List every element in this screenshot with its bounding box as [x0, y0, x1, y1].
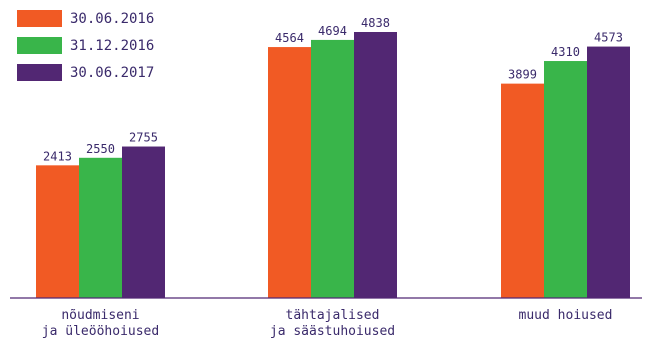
bar-value-label: 4310 — [551, 45, 580, 59]
category-label: muud hoiused — [519, 308, 613, 323]
legend-label: 30.06.2016 — [70, 11, 154, 27]
category-label: ja üleööhoiused — [42, 324, 159, 339]
category-label: ja säästuhoiused — [270, 324, 395, 339]
category-label: tähtajalised — [286, 308, 380, 323]
bar — [36, 165, 79, 298]
bar — [122, 146, 165, 298]
bar-value-label: 4573 — [594, 31, 623, 45]
bar — [587, 46, 630, 298]
legend-swatch — [17, 64, 62, 81]
legend-swatch — [17, 10, 62, 27]
bar — [311, 39, 354, 298]
bar-value-label: 4838 — [361, 16, 390, 30]
legend: 30.06.2016 31.12.2016 30.06.2017 — [17, 10, 154, 81]
category-label: nõudmiseni — [61, 308, 139, 323]
bar-value-label: 4694 — [318, 24, 347, 38]
bar-value-label: 2413 — [43, 149, 72, 163]
legend-label: 30.06.2017 — [70, 65, 154, 81]
bar — [501, 83, 544, 298]
bars — [36, 32, 630, 298]
bar-value-label: 2550 — [86, 142, 115, 156]
bar-value-label: 2755 — [129, 131, 158, 145]
legend-swatch — [17, 37, 62, 54]
bar — [354, 32, 397, 298]
bar-value-label: 3899 — [508, 68, 537, 82]
legend-label: 31.12.2016 — [70, 38, 154, 54]
value-labels: 2413 2550 2755 4564 4694 4838 3899 4310 4573 — [43, 16, 623, 163]
bar — [544, 61, 587, 298]
bar-value-label: 4564 — [275, 31, 304, 45]
bar — [79, 157, 122, 298]
bar — [268, 47, 311, 298]
